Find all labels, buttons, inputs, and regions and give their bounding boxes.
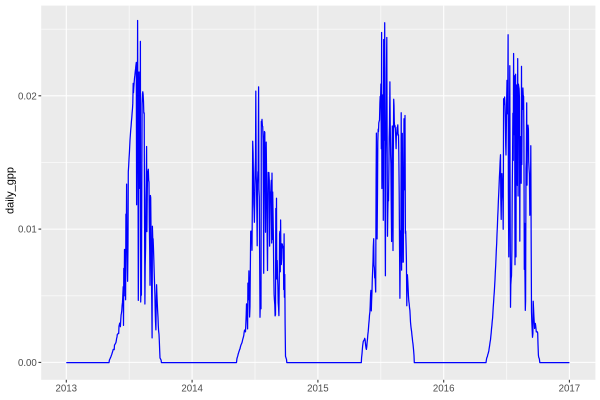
svg-text:0.00: 0.00	[18, 358, 37, 369]
svg-text:2015: 2015	[307, 384, 329, 395]
svg-text:2014: 2014	[181, 384, 203, 395]
svg-text:0.01: 0.01	[18, 225, 37, 236]
svg-text:daily_gpp: daily_gpp	[4, 167, 16, 214]
svg-text:2013: 2013	[56, 384, 78, 395]
svg-text:2017: 2017	[559, 384, 581, 395]
svg-text:0.02: 0.02	[18, 91, 37, 102]
svg-text:2016: 2016	[433, 384, 455, 395]
